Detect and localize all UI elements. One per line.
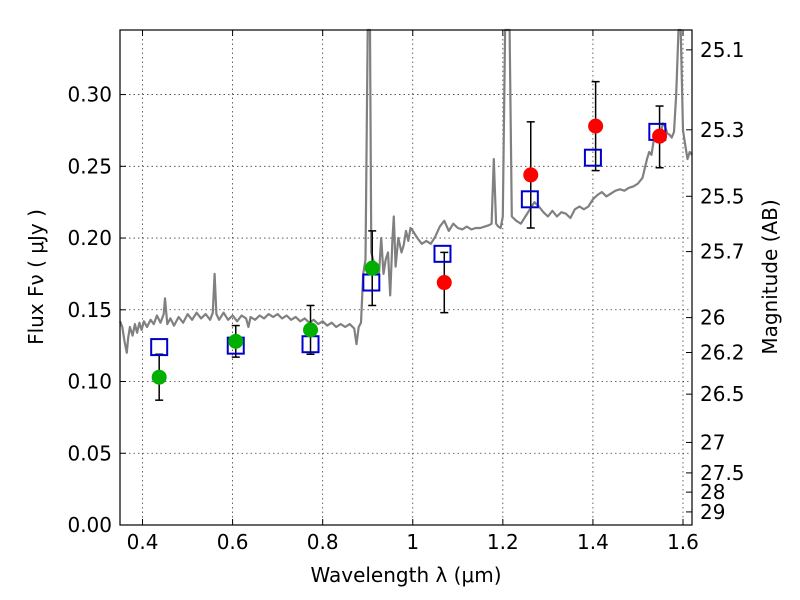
- plot-background: [120, 30, 692, 525]
- x-tick-label: 1.6: [667, 530, 699, 554]
- x-tick-label: 0.4: [127, 530, 159, 554]
- right-tick-label: 29: [700, 500, 725, 524]
- right-tick-label: 26.2: [700, 340, 745, 364]
- y-tick-label: 0.10: [67, 370, 112, 394]
- right-tick-label: 28: [700, 480, 725, 504]
- spectrum-series: [118, 28, 693, 354]
- right-tick-label: 26: [700, 306, 725, 330]
- red-point-marker: [523, 167, 539, 183]
- model-square-marker: [520, 190, 539, 209]
- model-square-marker: [583, 148, 602, 167]
- x-tick-label: 1.4: [577, 530, 609, 554]
- x-tick-label: 1: [406, 530, 419, 554]
- plot-frame: [119, 29, 693, 526]
- red-point-marker: [588, 118, 604, 134]
- model-square-marker: [433, 244, 452, 263]
- y-tick-label: 0.15: [67, 298, 112, 322]
- right-tick-label: 25.5: [700, 184, 745, 208]
- x-axis-label: Wavelength λ (μm): [310, 563, 501, 587]
- green-point-series: [151, 260, 380, 385]
- y-tick-label: 0.25: [67, 154, 112, 178]
- y-tick-label: 0.30: [67, 83, 112, 107]
- red-point-series: [436, 118, 668, 291]
- y-axis-ticks: 0.00 0.05 0.10 0.15 0.20 0.25 0.30: [67, 83, 126, 537]
- x-tick-label: 0.8: [307, 530, 339, 554]
- right-tick-label: 27: [700, 430, 725, 454]
- right-tick-label: 25.7: [700, 240, 745, 264]
- y-tick-label: 0.05: [67, 441, 112, 465]
- red-point-marker: [436, 275, 452, 291]
- x-tick-label: 0.6: [217, 530, 249, 554]
- right-tick-label: 25.1: [700, 38, 745, 62]
- y-tick-label: 0.20: [67, 226, 112, 250]
- red-point-marker: [652, 128, 668, 144]
- y-tick-label: 0.00: [67, 513, 112, 537]
- green-point-marker: [303, 322, 319, 338]
- green-point-marker: [151, 369, 167, 385]
- model-square-marker: [150, 338, 169, 357]
- right-tick-label: 27.5: [700, 461, 745, 485]
- green-point-marker: [228, 333, 244, 349]
- spectrum-line: [118, 28, 693, 354]
- y-axis-label: Flux Fν ( μJy ): [24, 209, 48, 345]
- right-tick-label: 25.3: [700, 118, 745, 142]
- right-tick-label: 26.5: [700, 382, 745, 406]
- x-axis-ticks: 0.4 0.6 0.8 1 1.2 1.4 1.6: [127, 30, 699, 554]
- green-point-marker: [364, 260, 380, 276]
- x-tick-label: 1.2: [487, 530, 519, 554]
- right-axis-label: Magnitude (AB): [758, 199, 782, 354]
